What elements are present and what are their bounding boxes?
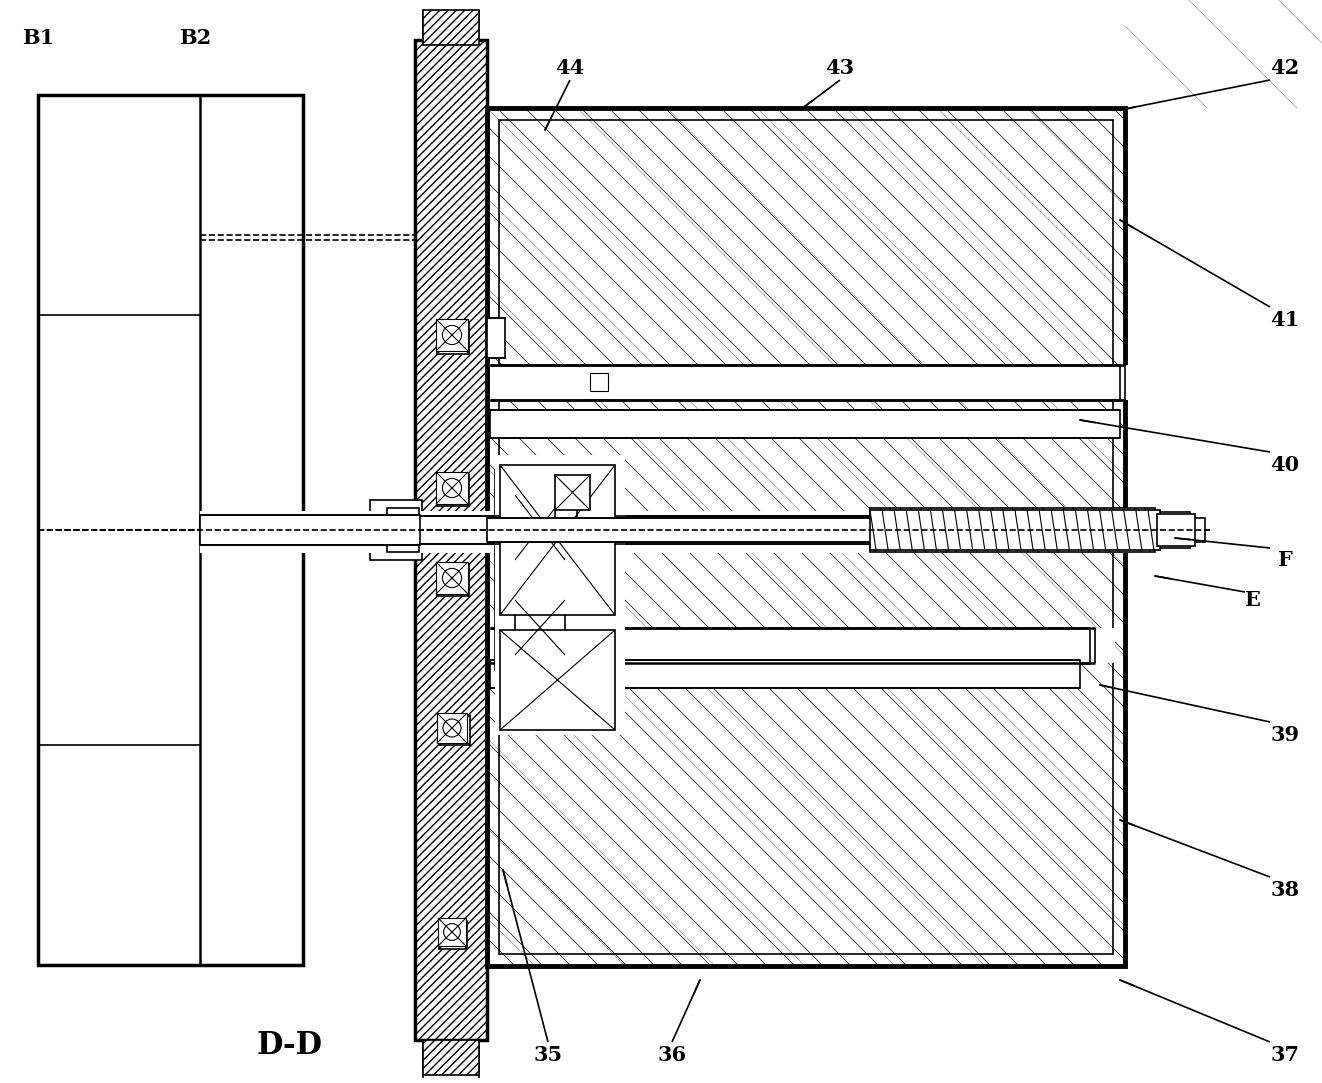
Bar <box>1185 518 1204 542</box>
Bar <box>494 625 625 735</box>
Bar <box>486 318 505 358</box>
Bar <box>370 500 422 560</box>
Bar <box>446 573 460 587</box>
Bar <box>440 715 471 745</box>
Text: B2: B2 <box>178 28 212 48</box>
Bar <box>423 10 479 45</box>
Bar <box>500 630 615 730</box>
Bar <box>500 465 615 615</box>
Bar <box>438 918 465 945</box>
Bar <box>555 505 576 527</box>
Text: 38: 38 <box>1270 880 1300 900</box>
Bar <box>590 373 608 391</box>
Bar <box>439 921 467 949</box>
Bar <box>423 1040 479 1075</box>
Bar <box>436 562 468 593</box>
Text: D-D: D-D <box>256 1030 323 1060</box>
Bar <box>200 511 1181 553</box>
Bar <box>490 660 1080 688</box>
Text: E: E <box>1244 590 1260 610</box>
Bar <box>447 929 459 941</box>
Bar <box>446 330 460 345</box>
Text: 43: 43 <box>825 58 854 78</box>
Text: B1: B1 <box>22 28 54 48</box>
Bar <box>387 508 419 552</box>
Text: 36: 36 <box>657 1045 686 1065</box>
Bar <box>1157 514 1195 546</box>
Bar <box>200 516 1125 544</box>
Bar <box>490 365 1120 400</box>
Bar <box>494 470 586 590</box>
Bar <box>436 472 468 504</box>
Bar <box>494 590 586 670</box>
Text: 39: 39 <box>1270 725 1300 745</box>
Bar <box>498 120 1113 954</box>
Bar <box>436 319 468 351</box>
Bar <box>494 470 586 590</box>
Text: 37: 37 <box>1270 1045 1300 1065</box>
Bar <box>490 365 1130 400</box>
Bar <box>490 628 1091 663</box>
Bar <box>590 636 608 654</box>
Bar <box>516 600 564 655</box>
Text: 40: 40 <box>1270 455 1300 475</box>
Bar <box>448 723 461 736</box>
Bar <box>870 508 1155 552</box>
Bar <box>486 108 1125 966</box>
Bar <box>494 455 625 625</box>
Bar <box>38 95 303 965</box>
Bar <box>490 628 1114 663</box>
Bar <box>446 483 460 497</box>
Text: F: F <box>1277 550 1293 570</box>
Text: 41: 41 <box>1270 310 1300 330</box>
Text: 35: 35 <box>534 1045 563 1065</box>
Bar <box>494 590 586 670</box>
Bar <box>490 410 1120 438</box>
Bar <box>200 516 420 545</box>
Bar <box>1155 512 1190 548</box>
Bar <box>438 564 469 596</box>
Bar <box>555 475 590 510</box>
Bar <box>415 40 486 1040</box>
Bar <box>438 474 469 506</box>
Bar <box>438 322 469 354</box>
Bar <box>870 510 1159 550</box>
Bar <box>516 495 564 560</box>
Bar <box>486 108 1125 966</box>
Bar <box>486 518 1187 542</box>
Text: 44: 44 <box>555 58 584 78</box>
Bar <box>438 713 467 743</box>
Text: 42: 42 <box>1270 58 1300 78</box>
